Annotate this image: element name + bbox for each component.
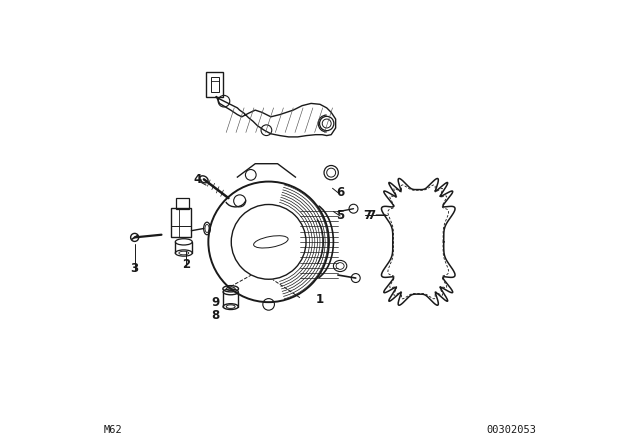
- Text: M62: M62: [104, 425, 122, 435]
- Ellipse shape: [200, 176, 208, 183]
- Text: 6: 6: [336, 186, 344, 199]
- Text: 5: 5: [336, 209, 344, 222]
- Bar: [172, 208, 191, 237]
- Text: 1: 1: [316, 293, 324, 306]
- Text: 7: 7: [363, 209, 371, 222]
- Text: 4: 4: [193, 173, 202, 186]
- Text: 8: 8: [211, 309, 219, 322]
- Circle shape: [131, 233, 139, 241]
- Text: 3: 3: [131, 262, 139, 275]
- Bar: [176, 198, 189, 209]
- Bar: [206, 72, 223, 97]
- Text: 2: 2: [182, 258, 190, 271]
- Text: 9: 9: [211, 296, 219, 309]
- Text: 00302053: 00302053: [486, 425, 536, 435]
- Bar: [211, 77, 219, 92]
- Text: 7—: 7—: [367, 209, 387, 222]
